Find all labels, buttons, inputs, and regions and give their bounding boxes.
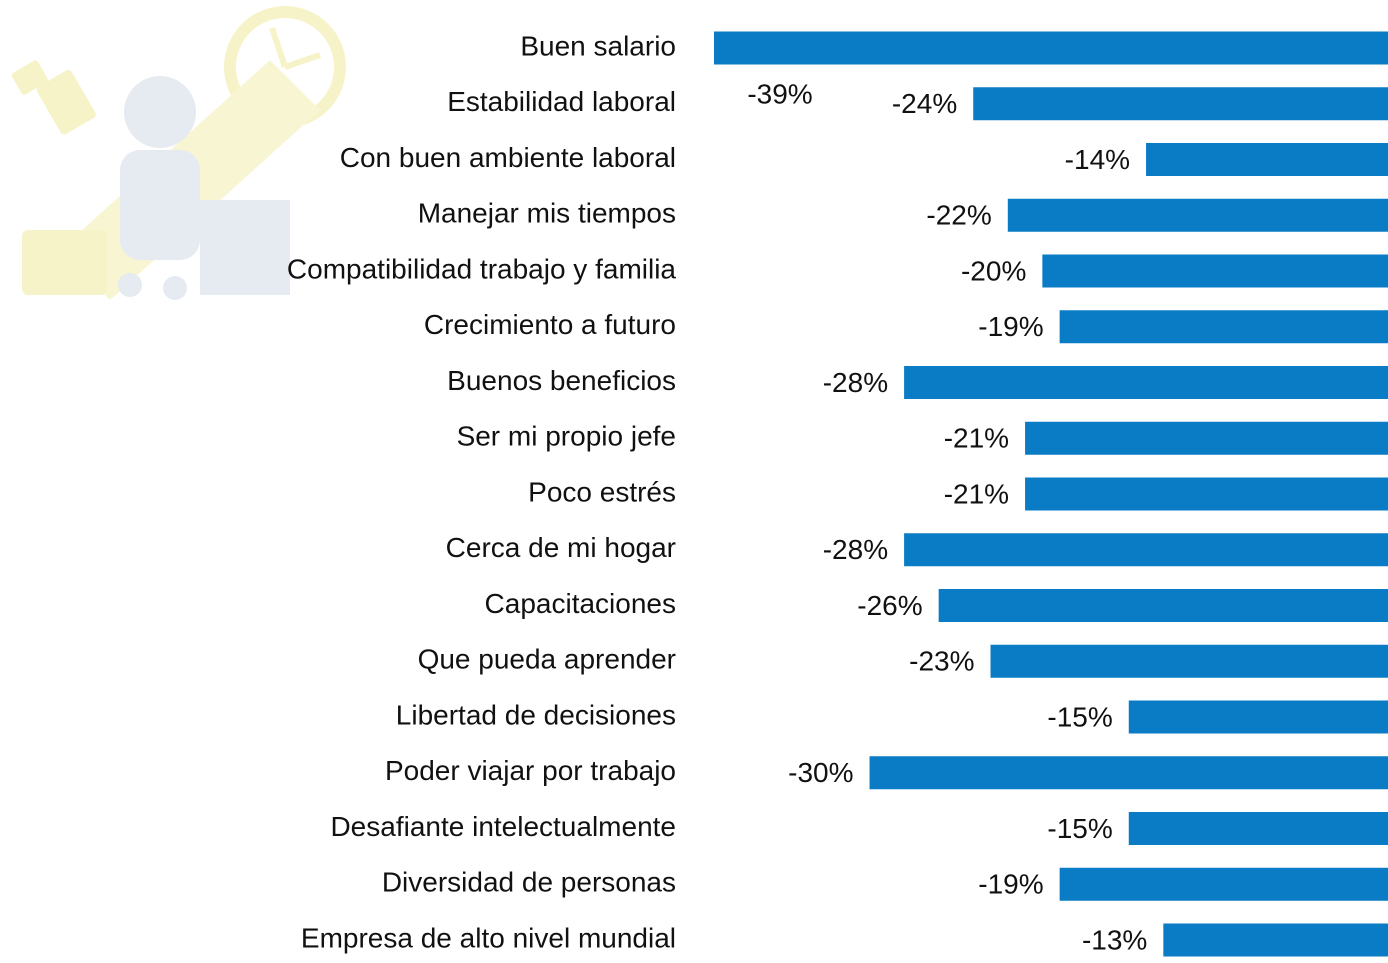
bar: [973, 87, 1388, 120]
value-label: -26%: [857, 590, 922, 621]
bar: [1025, 478, 1388, 511]
bar: [870, 756, 1388, 789]
category-label: Libertad de decisiones: [396, 699, 676, 730]
value-label: -19%: [978, 869, 1043, 900]
bar: [904, 533, 1388, 566]
value-label: -24%: [892, 88, 957, 119]
bar: [1129, 812, 1388, 845]
value-label: -15%: [1047, 813, 1112, 844]
category-label: Compatibilidad trabajo y familia: [287, 253, 677, 284]
bar: [1008, 199, 1388, 232]
value-label: -14%: [1065, 144, 1130, 175]
bar: [1025, 422, 1388, 455]
category-label: Estabilidad laboral: [447, 86, 676, 117]
category-label: Diversidad de personas: [382, 867, 676, 898]
value-label: -15%: [1047, 701, 1112, 732]
category-label: Que pueda aprender: [418, 644, 676, 675]
value-label: -19%: [978, 311, 1043, 342]
value-label: -21%: [944, 478, 1009, 509]
category-label: Manejar mis tiempos: [418, 198, 676, 229]
category-label: Capacitaciones: [485, 588, 676, 619]
category-label: Buen salario: [520, 30, 676, 61]
value-label: -20%: [961, 255, 1026, 286]
bar: [991, 645, 1388, 678]
category-label: Poder viajar por trabajo: [385, 755, 676, 786]
chart: Buen salario -39% Estabilidad laboral -24% C…: [0, 0, 1388, 963]
value-label: -28%: [823, 534, 888, 565]
category-label: Ser mi propio jefe: [457, 421, 676, 452]
bar: [1129, 701, 1388, 734]
value-label: -13%: [1082, 924, 1147, 955]
value-label: -28%: [823, 367, 888, 398]
bar: [1060, 868, 1388, 901]
bar: [904, 366, 1388, 399]
value-label: -39%: [747, 78, 812, 109]
bar: [1146, 143, 1388, 176]
value-label: -23%: [909, 646, 974, 677]
category-label: Buenos beneficios: [447, 365, 676, 396]
value-label: -21%: [944, 423, 1009, 454]
category-label: Crecimiento a futuro: [424, 309, 676, 340]
bar: [1163, 924, 1388, 957]
category-label: Desafiante intelectualmente: [330, 811, 676, 842]
category-label: Cerca de mi hogar: [446, 532, 676, 563]
category-label: Con buen ambiente laboral: [340, 142, 676, 173]
bar: [714, 32, 1388, 65]
category-label: Poco estrés: [528, 476, 676, 507]
value-label: -22%: [926, 200, 991, 231]
bar: [939, 589, 1388, 622]
bar: [1042, 255, 1388, 288]
value-label: -30%: [788, 757, 853, 788]
category-label: Empresa de alto nivel mundial: [301, 922, 676, 953]
bar: [1060, 310, 1388, 343]
